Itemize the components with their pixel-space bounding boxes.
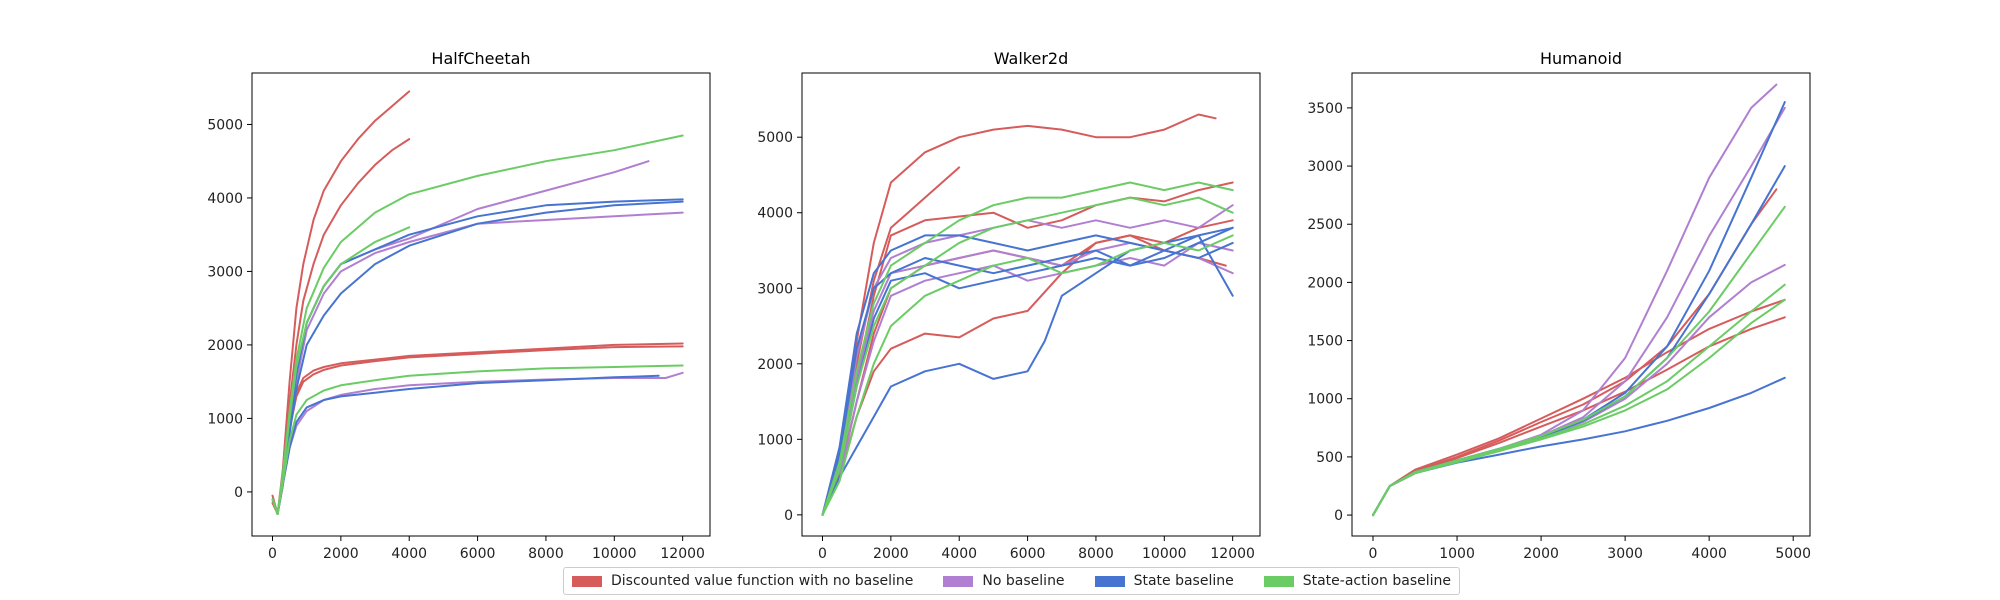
x-tick-label: 4000 [941,546,977,562]
chart-panel-halfcheetah: 0 2000 4000 6000 8000 10000 12000 0 1000 2000 3000… [207,49,711,562]
y-tick-label: 3000 [1307,159,1343,175]
chart-panel-humanoid: 0 1000 2000 3000 4000 5000 0 500 1000 1500 2000 250… [1307,49,1811,562]
x-tick-label: 12000 [660,546,705,562]
x-tick-label: 4000 [391,546,427,562]
legend-item-discounted: Discounted value function with no baseli… [572,573,913,589]
x-tick-label: 6000 [460,546,496,562]
panel-title: Humanoid [1540,49,1622,68]
series-line [821,234,1234,516]
y-tick-label: 500 [1316,450,1343,466]
y-tick-label: 5000 [207,117,243,133]
x-tick-label: 0 [818,546,827,562]
series-line [821,113,1217,516]
legend-item-no-baseline: No baseline [943,573,1065,589]
x-tick-label: 3000 [1607,546,1643,562]
y-tick-label: 5000 [757,130,793,146]
x-tick-label: 6000 [1010,546,1046,562]
plot-frame [1351,72,1811,537]
y-tick-label: 0 [1334,508,1343,524]
y-tick-label: 2000 [757,357,793,373]
y-tick-label: 3000 [207,264,243,280]
series-line [1372,298,1786,517]
panel-title: HalfCheetah [431,49,530,68]
x-tick-label: 8000 [528,546,564,562]
x-tick-label: 2000 [323,546,359,562]
chart-panel-walker2d: 0 2000 4000 6000 8000 10000 12000 0 1000 2000 3000… [757,49,1261,562]
y-tick-label: 1000 [757,432,793,448]
panel-title: Walker2d [994,49,1069,68]
y-tick-label: 1000 [207,411,243,427]
series-line [821,196,1234,516]
x-tick-label: 2000 [1523,546,1559,562]
x-tick-label: 10000 [1142,546,1187,562]
chart-panels: 0 2000 4000 6000 8000 10000 120000100020003000… [207,49,1811,562]
y-tick-label: 2000 [207,338,243,354]
legend-label-state-action-baseline: State-action baseline [1302,573,1452,589]
legend-label-state-baseline: State baseline [1133,573,1234,589]
x-tick-label: 2000 [873,546,909,562]
x-tick-label: 12000 [1210,546,1255,562]
series-line [821,181,1234,516]
plot-frame [251,72,711,537]
y-tick-label: 4000 [207,191,243,207]
legend-item-state-baseline: State baseline [1094,573,1234,589]
plot-frame [801,72,1261,537]
legend-item-state-action-baseline: State-action baseline [1263,573,1452,589]
legend-label-discounted: Discounted value function with no baseli… [611,573,914,589]
legend-swatch-no-baseline [943,575,974,587]
y-tick-label: 2000 [1307,275,1343,291]
x-tick-label: 0 [268,546,277,562]
series-line [1372,298,1786,517]
y-tick-label: 2500 [1307,217,1343,233]
x-tick-label: 8000 [1078,546,1114,562]
x-tick-label: 0 [1369,546,1378,562]
legend: Discounted value function with no baseli… [563,567,1461,595]
y-tick-label: 1000 [1307,392,1343,408]
legend-swatch-state-baseline [1094,575,1125,587]
series-group [271,90,684,515]
series-line [821,226,1234,516]
legend-swatch-state-action-baseline [1263,575,1294,587]
series-line [271,364,684,515]
legend-swatch-discounted [572,575,602,587]
series-group [1372,83,1786,517]
y-tick-label: 0 [234,485,243,501]
y-tick-label: 0 [784,508,793,524]
y-tick-label: 1500 [1307,334,1343,350]
x-tick-label: 5000 [1775,546,1811,562]
y-tick-label: 3500 [1307,101,1343,117]
y-tick-label: 3000 [757,281,793,297]
x-tick-label: 10000 [592,546,637,562]
legend-label-no-baseline: No baseline [982,573,1065,589]
series-group [821,113,1234,516]
x-tick-label: 1000 [1439,546,1475,562]
y-tick-label: 4000 [757,206,793,222]
x-tick-label: 4000 [1691,546,1727,562]
